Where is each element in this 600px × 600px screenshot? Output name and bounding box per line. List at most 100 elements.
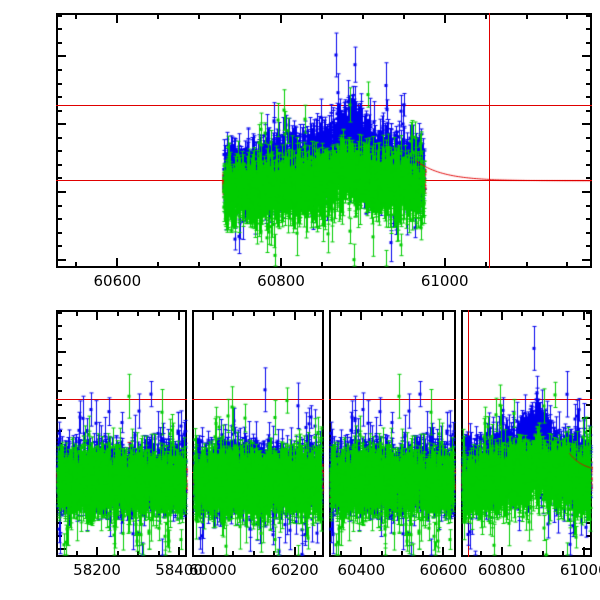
- bottom-xtick-minor: [314, 310, 317, 316]
- top-xtick-minor: [320, 262, 323, 268]
- bottom-xtick-minor: [157, 310, 160, 316]
- bottom-xtick-minor: [562, 551, 565, 557]
- bottom-xtick-minor: [421, 310, 424, 316]
- bottom-xtick-minor: [75, 310, 78, 316]
- bottom-reference-line-horizontal: [460, 471, 592, 473]
- top-xtick-minor: [198, 13, 201, 19]
- bottom-xtick-minor: [273, 310, 276, 316]
- top-ytick-minor: [586, 28, 592, 31]
- top-ytick-minor: [586, 82, 592, 85]
- top-ytick-major: [56, 258, 66, 261]
- bottom-xtick-minor: [562, 310, 565, 316]
- bottom-xtick-major: [178, 547, 181, 557]
- top-panel-frame: [56, 13, 592, 268]
- bottom-xtick-label: 58200: [73, 561, 121, 579]
- bottom-reference-line-horizontal: [328, 398, 456, 400]
- bottom-xtick-major: [582, 310, 585, 320]
- bottom-reference-line-vertical: [468, 310, 470, 557]
- top-xtick-minor: [361, 262, 364, 268]
- bottom-xtick-minor: [421, 551, 424, 557]
- bottom-panel-segment-frame: [192, 310, 324, 557]
- top-xtick-minor: [402, 262, 405, 268]
- top-xtick-minor: [402, 13, 405, 19]
- bottom-xtick-minor: [252, 310, 255, 316]
- bottom-xtick-major: [96, 547, 99, 557]
- bottom-xtick-major: [500, 310, 503, 320]
- bottom-xtick-minor: [401, 551, 404, 557]
- bottom-xtick-major: [211, 547, 214, 557]
- top-xtick-major: [116, 13, 119, 23]
- top-ytick-minor: [56, 150, 62, 153]
- top-xtick-label: 60600: [93, 272, 142, 290]
- top-reference-line-horizontal: [56, 104, 592, 106]
- bottom-xtick-minor: [157, 551, 160, 557]
- top-ytick-minor: [586, 245, 592, 248]
- top-ytick-minor: [586, 136, 592, 139]
- top-xtick-major: [116, 258, 119, 268]
- top-ytick-minor: [586, 109, 592, 112]
- bottom-xtick-major: [442, 310, 445, 320]
- bottom-xtick-minor: [137, 551, 140, 557]
- bottom-reference-line-horizontal: [460, 398, 592, 400]
- bottom-xtick-major: [500, 547, 503, 557]
- top-ytick-minor: [56, 204, 62, 207]
- top-ytick-minor: [56, 163, 62, 166]
- bottom-xtick-minor: [339, 310, 342, 316]
- bottom-xtick-major: [442, 547, 445, 557]
- bottom-reference-line-horizontal: [56, 471, 188, 473]
- bottom-xtick-major: [211, 310, 214, 320]
- bottom-xtick-label: 60200: [270, 561, 319, 579]
- bottom-reference-line-horizontal: [56, 398, 188, 400]
- bottom-xtick-minor: [541, 310, 544, 316]
- bottom-panel-segment-frame: [56, 310, 188, 557]
- bottom-xtick-label: 61000: [559, 561, 600, 579]
- bottom-xtick-minor: [116, 310, 119, 316]
- bottom-xtick-minor: [339, 551, 342, 557]
- bottom-xtick-minor: [401, 310, 404, 316]
- top-ytick-minor: [56, 218, 62, 221]
- top-xtick-minor: [566, 13, 569, 19]
- top-ytick-minor: [56, 231, 62, 234]
- bottom-xtick-major: [582, 547, 585, 557]
- bottom-xtick-label: 60400: [337, 561, 386, 579]
- top-ytick-minor: [586, 218, 592, 221]
- top-xtick-minor: [239, 13, 242, 19]
- bottom-reference-line-horizontal: [328, 471, 456, 473]
- bottom-xtick-minor: [541, 551, 544, 557]
- bottom-xtick-minor: [480, 310, 483, 316]
- top-ytick-minor: [56, 41, 62, 44]
- bottom-xtick-minor: [232, 551, 235, 557]
- bottom-xtick-major: [293, 547, 296, 557]
- top-xtick-label: 61000: [420, 272, 469, 290]
- top-xtick-minor: [484, 13, 487, 19]
- top-xtick-minor: [75, 13, 78, 19]
- top-ytick-minor: [56, 14, 62, 17]
- bottom-panel-segment-frame: [460, 310, 592, 557]
- bottom-panel-segment-frame: [328, 310, 456, 557]
- top-reference-line-horizontal: [56, 180, 592, 181]
- bottom-xtick-minor: [252, 551, 255, 557]
- top-ytick-minor: [586, 41, 592, 44]
- top-xtick-minor: [198, 262, 201, 268]
- bottom-xtick-major: [360, 547, 363, 557]
- top-xtick-minor: [157, 262, 160, 268]
- bottom-reference-line-horizontal: [192, 471, 324, 473]
- bottom-xtick-minor: [380, 310, 383, 316]
- top-xtick-label: 60800: [257, 272, 305, 290]
- bottom-xtick-label: 60000: [188, 561, 237, 579]
- bottom-xtick-major: [96, 310, 99, 320]
- top-xtick-minor: [361, 13, 364, 19]
- bottom-xtick-minor: [314, 551, 317, 557]
- bottom-xtick-major: [360, 310, 363, 320]
- top-xtick-minor: [484, 262, 487, 268]
- bottom-xtick-minor: [116, 551, 119, 557]
- top-ytick-minor: [586, 14, 592, 17]
- bottom-xtick-minor: [480, 551, 483, 557]
- bottom-xtick-minor: [380, 551, 383, 557]
- bottom-xtick-label: 60600: [419, 561, 468, 579]
- top-xtick-minor: [525, 262, 528, 268]
- top-ytick-major: [56, 191, 66, 194]
- top-ytick-minor: [586, 204, 592, 207]
- top-ytick-minor: [586, 68, 592, 71]
